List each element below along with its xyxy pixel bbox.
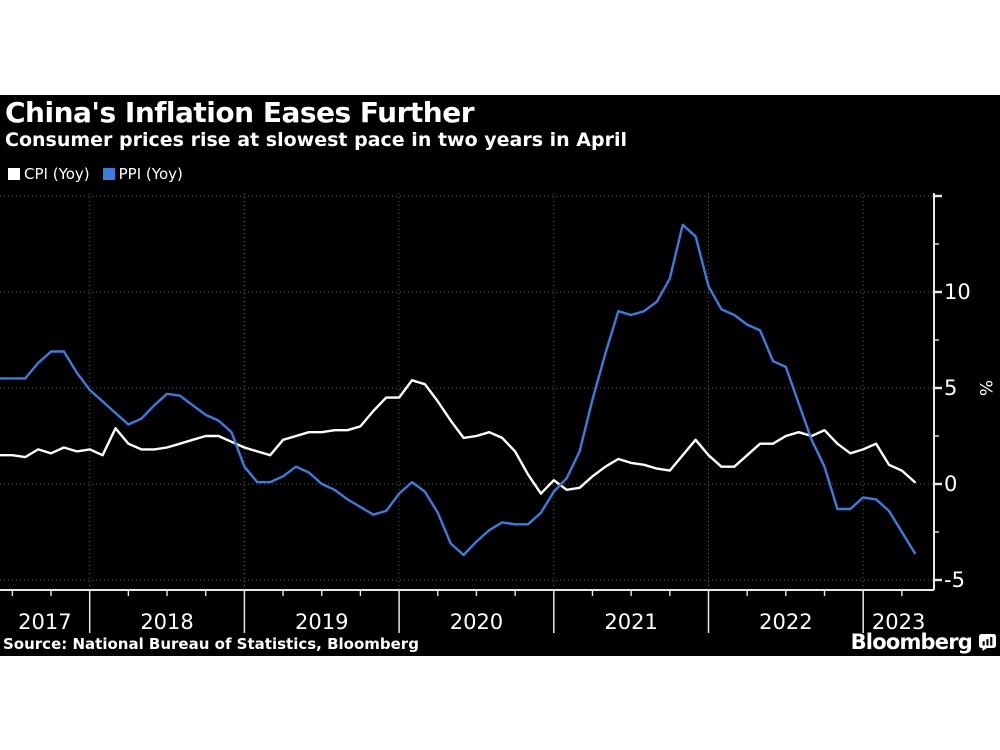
chart-card: 10 5 0 -5% 2017 2018 2019 2020 2021 2022 2023 Chin… bbox=[0, 95, 1000, 656]
legend-label-cpi: CPI (Yoy) bbox=[24, 165, 90, 183]
cpi-line bbox=[0, 379, 916, 495]
ppi-line bbox=[0, 223, 916, 557]
x-tick-label: 2018 bbox=[140, 610, 193, 634]
y-axis-unit-label: % bbox=[975, 380, 995, 396]
bloomberg-logo: Bloomberg bbox=[851, 630, 996, 654]
source-note: Source: National Bureau of Statistics, B… bbox=[3, 635, 419, 653]
y-tick-label: -5 bbox=[944, 568, 965, 592]
x-tick-label: 2023 bbox=[872, 610, 925, 634]
legend-item-ppi: PPI (Yoy) bbox=[102, 165, 183, 183]
x-tick-label: 2019 bbox=[295, 610, 348, 634]
bloomberg-wordmark: Bloomberg bbox=[850, 630, 973, 654]
chart-title: China's Inflation Eases Further bbox=[5, 96, 475, 129]
legend-item-cpi: CPI (Yoy) bbox=[8, 165, 90, 183]
cpi-swatch-icon bbox=[8, 168, 20, 180]
x-tick-label: 2022 bbox=[759, 610, 812, 634]
y-tick-label: 5 bbox=[944, 376, 957, 400]
y-tick-label: 0 bbox=[944, 472, 957, 496]
ppi-swatch-icon bbox=[102, 168, 115, 180]
chart-subtitle: Consumer prices rise at slowest pace in … bbox=[5, 129, 627, 151]
x-tick-label: 2021 bbox=[604, 610, 657, 634]
inflation-line-chart: 10 5 0 -5% 2017 2018 2019 2020 2021 2022 2023 bbox=[0, 193, 995, 634]
legend: CPI (Yoy) PPI (Yoy) bbox=[8, 165, 183, 183]
bloomberg-chart-bubble-icon bbox=[979, 633, 996, 651]
x-tick-label: 2020 bbox=[450, 610, 503, 634]
x-tick-label: 2017 bbox=[18, 610, 71, 634]
legend-label-ppi: PPI (Yoy) bbox=[118, 165, 183, 183]
y-tick-label: 10 bbox=[944, 280, 971, 304]
